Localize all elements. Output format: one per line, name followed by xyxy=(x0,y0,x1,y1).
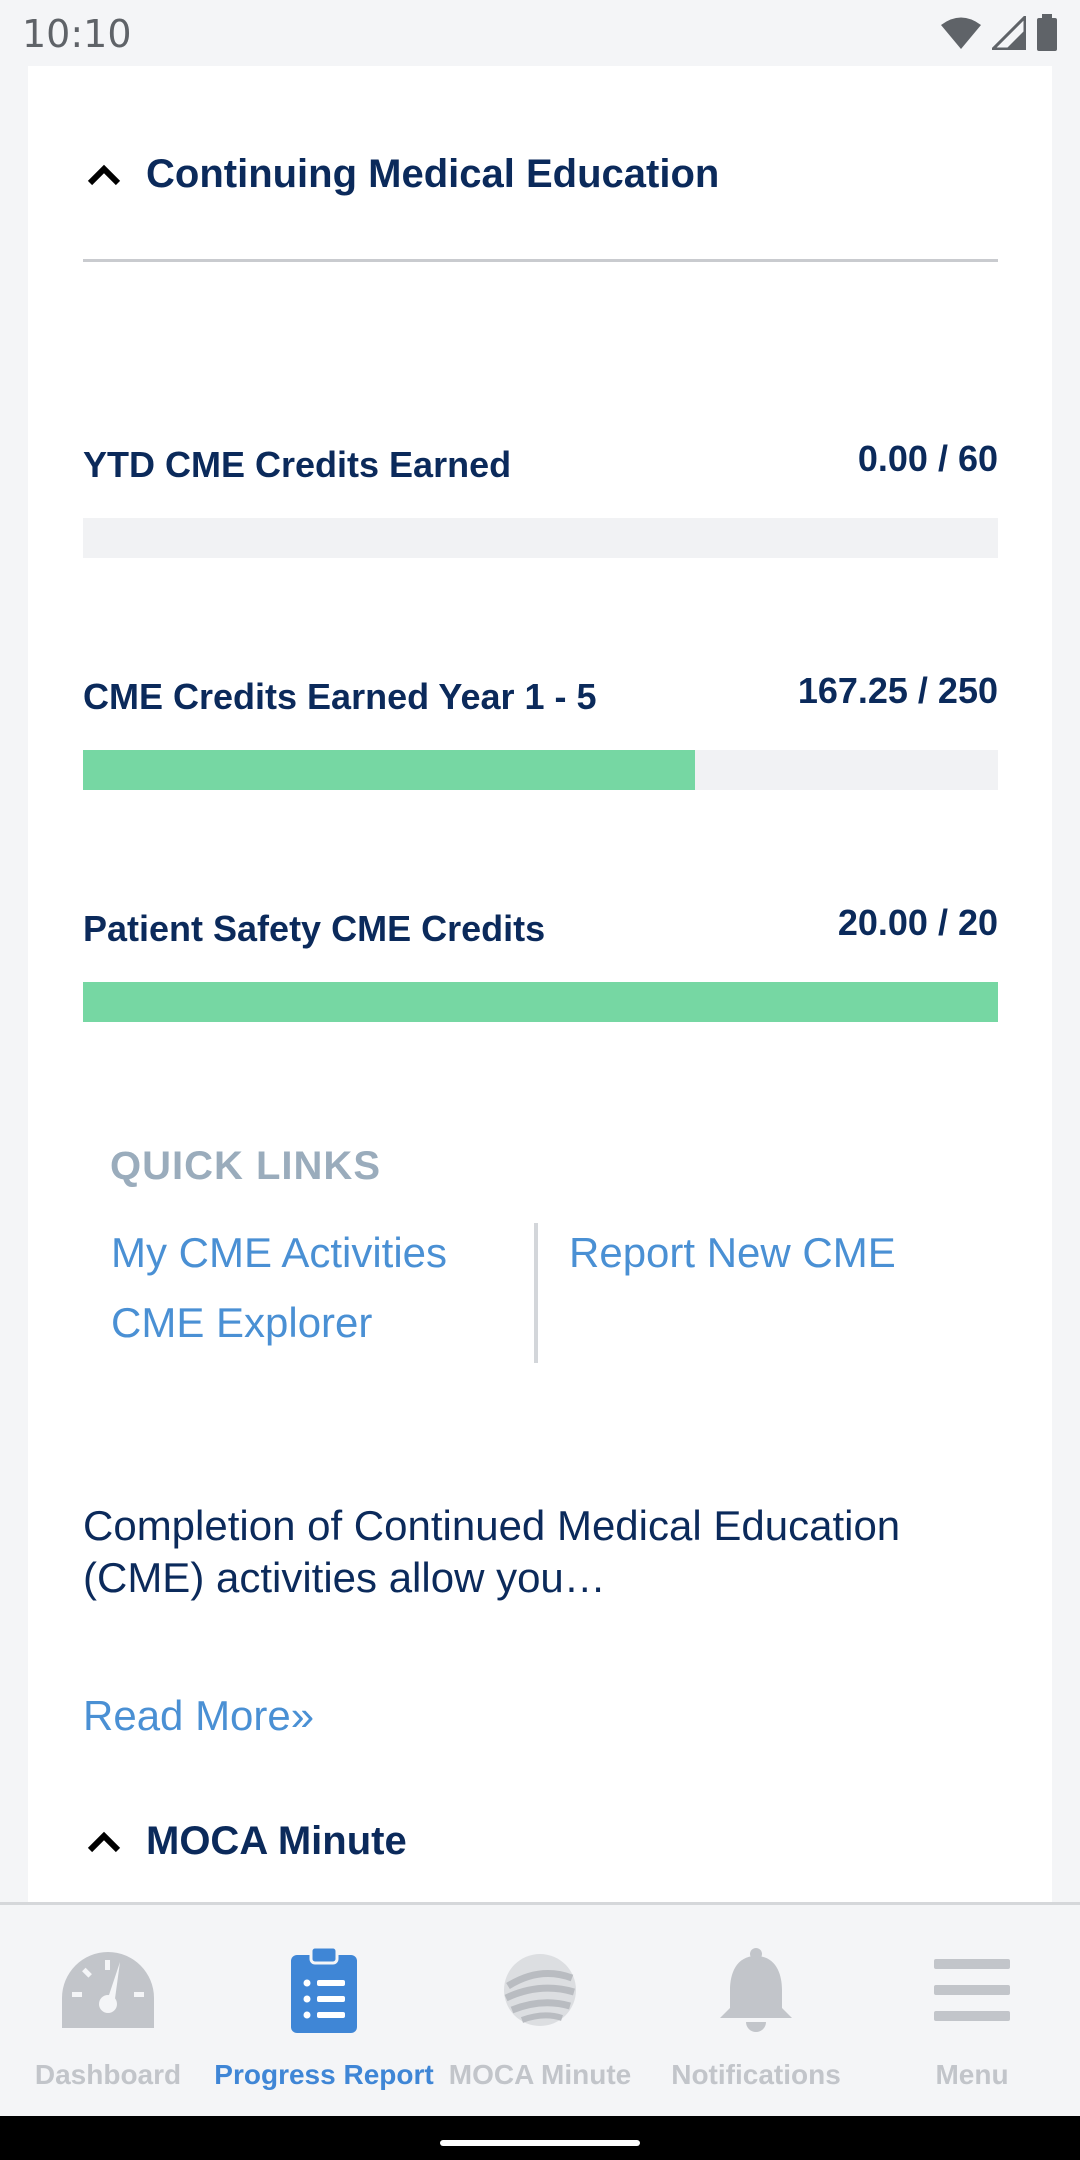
tab-moca-minute[interactable]: MOCA Minute xyxy=(432,1905,648,2119)
status-time: 10:10 xyxy=(22,12,132,56)
progress-bar-fill xyxy=(83,982,998,1022)
progress-ytd-cme: YTD CME Credits Earned 0.00 / 60 xyxy=(83,436,998,566)
moca-section-title: MOCA Minute xyxy=(146,1819,407,1863)
battery-icon xyxy=(1037,14,1057,51)
progress-bar xyxy=(83,518,998,558)
system-navigation-bar xyxy=(0,2116,1080,2160)
tab-dashboard[interactable]: Dashboard xyxy=(0,1905,216,2119)
clipboard-list-icon xyxy=(291,1945,357,2033)
globe-logo-icon xyxy=(504,1954,576,2026)
signal-icon xyxy=(992,16,1026,50)
progress-bar xyxy=(83,982,998,1022)
cme-explorer-link[interactable]: CME Explorer xyxy=(111,1299,373,1346)
quick-links-separator xyxy=(534,1223,538,1363)
chevron-up-icon xyxy=(87,164,121,185)
status-icons xyxy=(940,14,1058,52)
progress-value: 167.25 / 250 xyxy=(797,670,998,711)
cme-section-title: Continuing Medical Education xyxy=(146,152,720,196)
cme-description: Completion of Continued Medical Educatio… xyxy=(83,1502,901,1601)
progress-value: 20.00 / 20 xyxy=(837,902,998,943)
quick-links-title: QUICK LINKS xyxy=(110,1144,381,1188)
progress-label: CME Credits Earned Year 1 - 5 xyxy=(83,676,597,717)
tab-label: Dashboard xyxy=(34,2059,182,2090)
progress-bar xyxy=(83,750,998,790)
progress-label: YTD CME Credits Earned xyxy=(83,444,512,485)
bottom-tab-bar: Dashboard Progress Report xyxy=(0,1902,1080,2116)
tab-progress-report[interactable]: Progress Report xyxy=(214,1905,434,2119)
tab-menu[interactable]: Menu xyxy=(864,1905,1080,2119)
read-more-link[interactable]: Read More» xyxy=(83,1692,315,1739)
section-divider xyxy=(83,259,998,262)
tab-label: Menu xyxy=(935,2059,1009,2090)
bell-icon xyxy=(720,1948,792,2032)
tab-notifications[interactable]: Notifications xyxy=(648,1905,864,2119)
my-cme-activities-link[interactable]: My CME Activities xyxy=(111,1229,448,1276)
status-bar: 10:10 xyxy=(0,0,1080,66)
progress-label: Patient Safety CME Credits xyxy=(83,908,546,949)
moca-section-header[interactable]: MOCA Minute xyxy=(84,1819,407,1864)
tab-label: Progress Report xyxy=(214,2059,434,2090)
content-card: Continuing Medical Education YTD CME Cre… xyxy=(28,66,1052,1904)
progress-value: 0.00 / 60 xyxy=(857,438,998,479)
tab-label: Notifications xyxy=(671,2059,841,2090)
report-new-cme-link[interactable]: Report New CME xyxy=(569,1229,896,1276)
progress-bar-fill xyxy=(83,750,696,790)
tab-label: MOCA Minute xyxy=(448,2059,632,2090)
wifi-icon xyxy=(941,17,981,49)
speedometer-icon xyxy=(62,1952,154,2028)
chevron-up-icon xyxy=(87,1831,121,1852)
home-gesture-handle[interactable] xyxy=(440,2140,640,2146)
cme-section-header[interactable]: Continuing Medical Education xyxy=(84,152,719,197)
hamburger-menu-icon xyxy=(934,1959,1010,2021)
progress-cme-year-1-5: CME Credits Earned Year 1 - 5 167.25 / 2… xyxy=(83,668,998,798)
progress-patient-safety: Patient Safety CME Credits 20.00 / 20 xyxy=(83,900,998,1030)
